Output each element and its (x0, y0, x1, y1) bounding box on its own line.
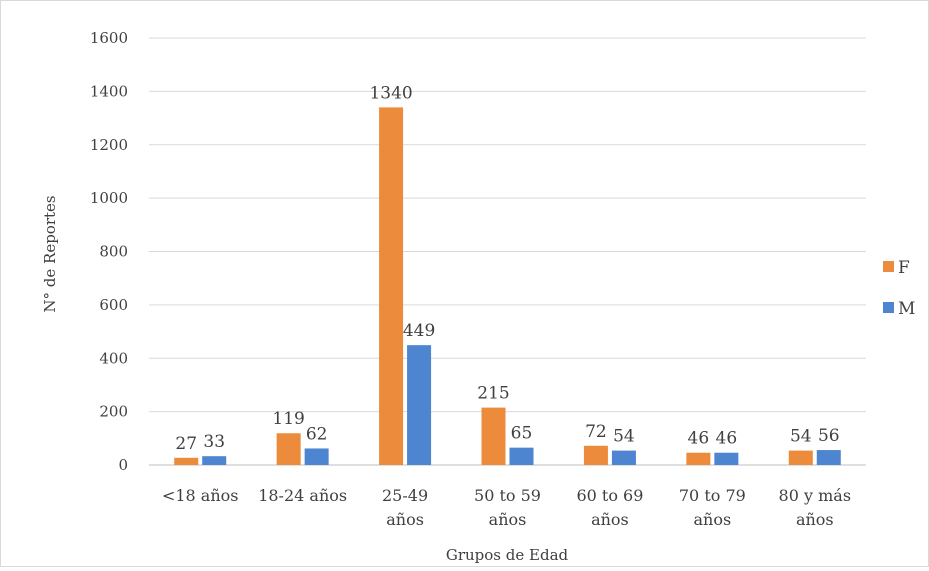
y-tick-label: 1200 (90, 136, 128, 154)
data-labels: 27 119 1340 215 72 46 54 33 62 449 65 54 46 56 (175, 83, 839, 453)
data-label-f: 119 (272, 409, 304, 429)
legend-label: F (898, 258, 910, 278)
x-category-label: 70 to 79 (679, 486, 746, 505)
gridlines (149, 37, 866, 466)
legend-swatch (883, 261, 894, 272)
x-category-label: 18-24 años (258, 486, 347, 505)
bar-m (304, 448, 329, 465)
data-label-f: 54 (790, 427, 812, 447)
y-tick-label: 1400 (90, 82, 128, 100)
x-category-label: años (489, 510, 527, 529)
x-axis-title: Grupos de Edad (446, 546, 569, 564)
data-label-f: 46 (688, 429, 710, 449)
data-label-m: 54 (613, 427, 635, 447)
x-category-label: años (591, 510, 629, 529)
bars (174, 107, 841, 465)
y-tick-label: 600 (99, 296, 128, 314)
y-tick-label: 0 (118, 456, 128, 474)
legend-label: M (898, 299, 915, 319)
y-tick-label: 1000 (90, 189, 128, 207)
x-category-label: años (694, 510, 732, 529)
data-label-f: 27 (175, 434, 197, 454)
bar-m (714, 452, 739, 465)
data-label-m: 56 (818, 426, 840, 446)
legend-swatch (883, 302, 894, 313)
bar-f (481, 407, 506, 465)
x-category-label: años (386, 510, 424, 529)
y-tick-label: 1600 (90, 29, 128, 47)
x-category-label: 80 y más (779, 486, 852, 505)
bar-f (686, 452, 711, 465)
x-category-label: <18 años (162, 486, 239, 505)
bar-m (611, 450, 636, 465)
data-label-m: 33 (203, 432, 225, 452)
bar-f (379, 107, 404, 465)
bar-f (583, 445, 608, 465)
data-label-m: 62 (306, 424, 328, 444)
y-tick-label: 800 (99, 243, 128, 261)
x-category-label: 25-49 (382, 486, 428, 505)
data-label-m: 449 (403, 321, 435, 341)
data-label-f: 1340 (369, 83, 412, 103)
x-category-label: años (796, 510, 834, 529)
legend: FM (883, 258, 915, 319)
y-axis-ticks: 0 200 400 600 800 1000 1200 1400 1600 (90, 29, 128, 474)
x-category-label: 50 to 59 (474, 486, 541, 505)
data-label-m: 46 (716, 429, 738, 449)
y-tick-label: 400 (99, 349, 128, 367)
bar-f (276, 433, 301, 465)
x-category-label: 60 to 69 (576, 486, 643, 505)
bar-f (174, 457, 199, 465)
bar-m (202, 456, 227, 465)
data-label-m: 65 (511, 424, 533, 444)
bar-m (816, 450, 841, 465)
bar-m (407, 345, 432, 465)
data-label-f: 215 (477, 384, 509, 404)
data-label-f: 72 (585, 422, 607, 442)
y-axis-title: N° de Reportes (41, 195, 59, 312)
bar-f (788, 450, 813, 465)
y-tick-label: 200 (99, 403, 128, 421)
bar-m (509, 447, 534, 465)
x-axis-categories: <18 años 18-24 años 25-49 años 50 to 59 años 6… (162, 486, 851, 529)
